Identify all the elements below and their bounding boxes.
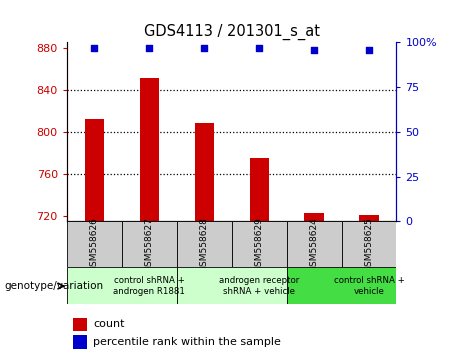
Point	[310, 47, 318, 52]
Bar	[195, 124, 214, 221]
Bar	[67, 221, 122, 267]
Bar	[122, 221, 177, 267]
Point	[255, 45, 263, 51]
Point	[146, 45, 153, 51]
Title: GDS4113 / 201301_s_at: GDS4113 / 201301_s_at	[144, 23, 319, 40]
Point	[201, 45, 208, 51]
Text: percentile rank within the sample: percentile rank within the sample	[93, 337, 281, 347]
Text: GSM558626: GSM558626	[90, 217, 99, 272]
Point	[91, 45, 98, 51]
Bar	[67, 267, 177, 304]
Text: GSM558625: GSM558625	[365, 217, 373, 272]
Bar	[140, 78, 159, 221]
Bar	[85, 119, 104, 221]
Bar	[360, 215, 378, 221]
Text: androgen receptor
shRNA + vehicle: androgen receptor shRNA + vehicle	[219, 276, 299, 296]
Bar	[177, 267, 287, 304]
Text: genotype/variation: genotype/variation	[5, 281, 104, 291]
Bar	[73, 318, 87, 331]
Bar	[231, 221, 287, 267]
Text: GSM558624: GSM558624	[309, 217, 319, 272]
Bar	[304, 213, 324, 221]
Text: GSM558627: GSM558627	[145, 217, 154, 272]
Text: control shRNA +
vehicle: control shRNA + vehicle	[334, 276, 404, 296]
Bar	[73, 335, 87, 349]
Bar	[177, 221, 231, 267]
Bar	[342, 221, 396, 267]
Bar	[287, 267, 396, 304]
Text: count: count	[93, 319, 125, 329]
Text: GSM558628: GSM558628	[200, 217, 209, 272]
Bar	[287, 221, 342, 267]
Text: GSM558629: GSM558629	[254, 217, 264, 272]
Point	[365, 47, 372, 52]
Bar	[249, 158, 269, 221]
Text: control shRNA +
androgen R1881: control shRNA + androgen R1881	[113, 276, 185, 296]
